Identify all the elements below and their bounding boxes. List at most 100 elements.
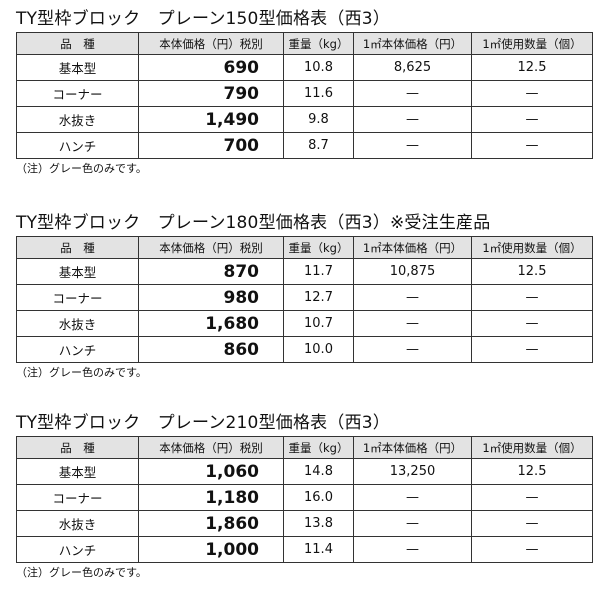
price-cell: 980 bbox=[138, 284, 284, 311]
header-type: 品 種 bbox=[16, 32, 139, 55]
header-price: 本体価格（円）税別 bbox=[138, 436, 284, 459]
sqm-qty-cell: — bbox=[471, 310, 593, 337]
header-sqm-price: 1㎡本体価格（円） bbox=[353, 236, 472, 259]
price-section-210: TY型枠ブロック プレーン210型価格表（西3） 品 種 本体価格（円）税別 重… bbox=[16, 410, 593, 583]
type-cell: 水抜き bbox=[16, 106, 139, 133]
type-cell: ハンチ bbox=[16, 132, 139, 159]
header-sqm-price: 1㎡本体価格（円） bbox=[353, 32, 472, 55]
table-row: コーナー 1,180 16.0 — — bbox=[16, 484, 593, 511]
type-cell: 水抜き bbox=[16, 510, 139, 537]
weight-cell: 11.4 bbox=[283, 536, 354, 563]
header-weight: 重量（kg） bbox=[283, 436, 354, 459]
sqm-price-cell: 8,625 bbox=[353, 54, 472, 81]
sqm-price-cell: — bbox=[353, 310, 472, 337]
table-row: コーナー 980 12.7 — — bbox=[16, 284, 593, 311]
weight-cell: 9.8 bbox=[283, 106, 354, 133]
weight-cell: 13.8 bbox=[283, 510, 354, 537]
type-cell: ハンチ bbox=[16, 336, 139, 363]
sqm-price-cell: — bbox=[353, 284, 472, 311]
price-section-150: TY型枠ブロック プレーン150型価格表（西3） 品 種 本体価格（円）税別 重… bbox=[16, 6, 593, 179]
weight-cell: 12.7 bbox=[283, 284, 354, 311]
table-row: 基本型 1,060 14.8 13,250 12.5 bbox=[16, 458, 593, 485]
sqm-price-cell: — bbox=[353, 510, 472, 537]
sqm-price-cell: — bbox=[353, 80, 472, 107]
table-row: コーナー 790 11.6 — — bbox=[16, 80, 593, 107]
table-header-row: 品 種 本体価格（円）税別 重量（kg） 1㎡本体価格（円） 1㎡使用数量（個） bbox=[16, 236, 593, 259]
sqm-qty-cell: 12.5 bbox=[471, 458, 593, 485]
weight-cell: 11.7 bbox=[283, 258, 354, 285]
sqm-price-cell: — bbox=[353, 132, 472, 159]
sqm-price-cell: — bbox=[353, 336, 472, 363]
sqm-qty-cell: — bbox=[471, 536, 593, 563]
table-row: 基本型 690 10.8 8,625 12.5 bbox=[16, 54, 593, 81]
table-row: 水抜き 1,860 13.8 — — bbox=[16, 510, 593, 537]
price-cell: 690 bbox=[138, 54, 284, 81]
weight-cell: 14.8 bbox=[283, 458, 354, 485]
sqm-price-cell: — bbox=[353, 106, 472, 133]
header-price: 本体価格（円）税別 bbox=[138, 32, 284, 55]
sqm-qty-cell: — bbox=[471, 106, 593, 133]
weight-cell: 8.7 bbox=[283, 132, 354, 159]
price-table: 品 種 本体価格（円）税別 重量（kg） 1㎡本体価格（円） 1㎡使用数量（個）… bbox=[16, 32, 593, 159]
price-table: 品 種 本体価格（円）税別 重量（kg） 1㎡本体価格（円） 1㎡使用数量（個）… bbox=[16, 436, 593, 563]
section-title: TY型枠ブロック プレーン210型価格表（西3） bbox=[16, 413, 390, 433]
weight-cell: 11.6 bbox=[283, 80, 354, 107]
table-row: 水抜き 1,680 10.7 — — bbox=[16, 310, 593, 337]
sqm-price-cell: — bbox=[353, 536, 472, 563]
sqm-qty-cell: 12.5 bbox=[471, 258, 593, 285]
sqm-price-cell: 10,875 bbox=[353, 258, 472, 285]
weight-cell: 10.8 bbox=[283, 54, 354, 81]
price-cell: 1,180 bbox=[138, 484, 284, 511]
price-cell: 700 bbox=[138, 132, 284, 159]
sqm-qty-cell: — bbox=[471, 336, 593, 363]
weight-cell: 16.0 bbox=[283, 484, 354, 511]
price-cell: 790 bbox=[138, 80, 284, 107]
weight-cell: 10.0 bbox=[283, 336, 354, 363]
sqm-qty-cell: — bbox=[471, 284, 593, 311]
type-cell: 基本型 bbox=[16, 458, 139, 485]
type-cell: コーナー bbox=[16, 80, 139, 107]
price-cell: 1,680 bbox=[138, 310, 284, 337]
sqm-qty-cell: — bbox=[471, 484, 593, 511]
table-row: ハンチ 1,000 11.4 — — bbox=[16, 536, 593, 563]
sqm-price-cell: 13,250 bbox=[353, 458, 472, 485]
table-note: （注）グレー色のみです。 bbox=[16, 566, 147, 579]
sqm-qty-cell: — bbox=[471, 80, 593, 107]
header-sqm-qty: 1㎡使用数量（個） bbox=[471, 436, 593, 459]
sqm-qty-cell: 12.5 bbox=[471, 54, 593, 81]
type-cell: コーナー bbox=[16, 284, 139, 311]
type-cell: コーナー bbox=[16, 484, 139, 511]
header-type: 品 種 bbox=[16, 436, 139, 459]
price-cell: 1,860 bbox=[138, 510, 284, 537]
table-row: 水抜き 1,490 9.8 — — bbox=[16, 106, 593, 133]
type-cell: 基本型 bbox=[16, 54, 139, 81]
header-sqm-price: 1㎡本体価格（円） bbox=[353, 436, 472, 459]
weight-cell: 10.7 bbox=[283, 310, 354, 337]
type-cell: 基本型 bbox=[16, 258, 139, 285]
header-type: 品 種 bbox=[16, 236, 139, 259]
sqm-price-cell: — bbox=[353, 484, 472, 511]
type-cell: 水抜き bbox=[16, 310, 139, 337]
table-note: （注）グレー色のみです。 bbox=[16, 366, 147, 379]
table-row: 基本型 870 11.7 10,875 12.5 bbox=[16, 258, 593, 285]
sqm-qty-cell: — bbox=[471, 510, 593, 537]
header-sqm-qty: 1㎡使用数量（個） bbox=[471, 32, 593, 55]
price-cell: 860 bbox=[138, 336, 284, 363]
section-title: TY型枠ブロック プレーン180型価格表（西3）※受注生産品 bbox=[16, 213, 491, 233]
header-weight: 重量（kg） bbox=[283, 32, 354, 55]
price-cell: 1,000 bbox=[138, 536, 284, 563]
table-header-row: 品 種 本体価格（円）税別 重量（kg） 1㎡本体価格（円） 1㎡使用数量（個） bbox=[16, 436, 593, 459]
sqm-qty-cell: — bbox=[471, 132, 593, 159]
header-weight: 重量（kg） bbox=[283, 236, 354, 259]
price-table: 品 種 本体価格（円）税別 重量（kg） 1㎡本体価格（円） 1㎡使用数量（個）… bbox=[16, 236, 593, 363]
section-title: TY型枠ブロック プレーン150型価格表（西3） bbox=[16, 9, 390, 29]
table-row: ハンチ 860 10.0 — — bbox=[16, 336, 593, 363]
price-cell: 870 bbox=[138, 258, 284, 285]
type-cell: ハンチ bbox=[16, 536, 139, 563]
price-cell: 1,060 bbox=[138, 458, 284, 485]
table-row: ハンチ 700 8.7 — — bbox=[16, 132, 593, 159]
price-cell: 1,490 bbox=[138, 106, 284, 133]
header-price: 本体価格（円）税別 bbox=[138, 236, 284, 259]
header-sqm-qty: 1㎡使用数量（個） bbox=[471, 236, 593, 259]
price-section-180: TY型枠ブロック プレーン180型価格表（西3）※受注生産品 品 種 本体価格（… bbox=[16, 210, 593, 383]
